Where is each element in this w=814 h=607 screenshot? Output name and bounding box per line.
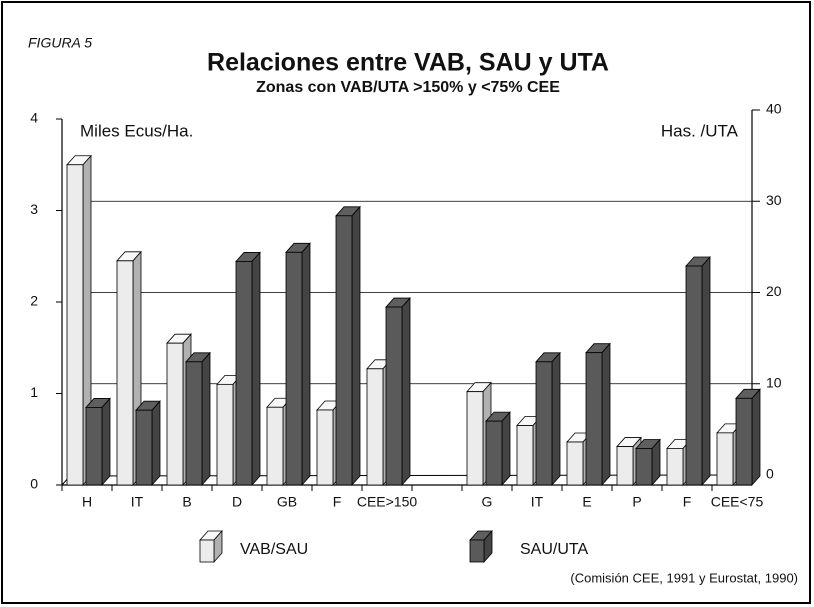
bar [166,342,184,486]
bar-side [701,255,711,487]
x-tick-label: F [683,494,692,510]
source-note: (Comisión CEE, 1991 y Eurostat, 1990) [570,570,798,585]
bar [185,361,203,486]
bar [85,407,103,486]
bar [735,397,753,486]
bar [666,447,684,486]
bar [466,391,484,486]
y2-tick-label: 30 [766,192,782,208]
legend-swatch [199,539,215,563]
y2-tick-label: 20 [766,283,782,299]
bar-side [251,251,261,487]
bar [716,432,734,486]
bar [216,383,234,486]
bar [516,425,534,486]
x-tick-label: E [582,494,591,510]
x-tick-label: GB [277,494,297,510]
bar-side [551,351,561,487]
bar-side [201,351,211,487]
chart-title: Relaciones entre VAB, SAU y UTA [207,49,609,77]
y2-tick-label: 10 [766,374,782,390]
x-tick-label: CEE<75 [711,494,764,510]
x-tick-label: B [182,494,191,510]
y2-tick-label: 0 [766,466,774,482]
bar [685,265,703,486]
y-tick-label: 0 [30,476,38,492]
legend-swatch [469,539,485,563]
y-tick-label: 1 [30,384,38,400]
bar-side [601,342,611,487]
bar [266,406,284,486]
legend-label: SAU/UTA [520,541,588,558]
bar [135,409,153,486]
x-tick-label: P [632,494,641,510]
y2-tick-label: 40 [766,101,782,117]
x-tick-label: IT [531,494,544,510]
bar [116,260,134,486]
x-tick-label: G [482,494,493,510]
y-axis-label: Miles Ecus/Ha. [80,121,193,140]
bar-side [301,242,311,487]
bar [616,446,634,486]
x-tick-label: F [333,494,342,510]
y-tick-label: 2 [30,293,38,309]
bar-side [501,411,511,487]
x-tick-label: CEE>150 [357,494,418,510]
bar [66,164,84,486]
bar-side [401,297,411,487]
y-tick-label: 4 [30,110,38,126]
bar [316,409,334,486]
bar-side [151,400,161,487]
x-tick-label: IT [131,494,144,510]
bar [485,420,503,486]
bar-side [101,397,111,487]
bar [535,361,553,486]
bar [366,368,384,486]
bar-side [351,205,361,487]
x-tick-label: H [82,494,92,510]
bar [385,306,403,486]
legend-label: VAB/SAU [240,541,308,558]
bar-side [751,388,761,487]
x-tick-label: D [232,494,242,510]
bar [235,261,253,486]
chart-subtitle: Zonas con VAB/UTA >150% y <75% CEE [256,79,560,96]
bar [635,448,653,486]
bar [285,251,303,486]
bar [585,352,603,486]
bar [566,441,584,486]
figure-label: FIGURA 5 [28,35,92,51]
y-tick-label: 3 [30,201,38,217]
y2-axis-label: Has. /UTA [661,121,739,140]
bar [335,215,353,486]
